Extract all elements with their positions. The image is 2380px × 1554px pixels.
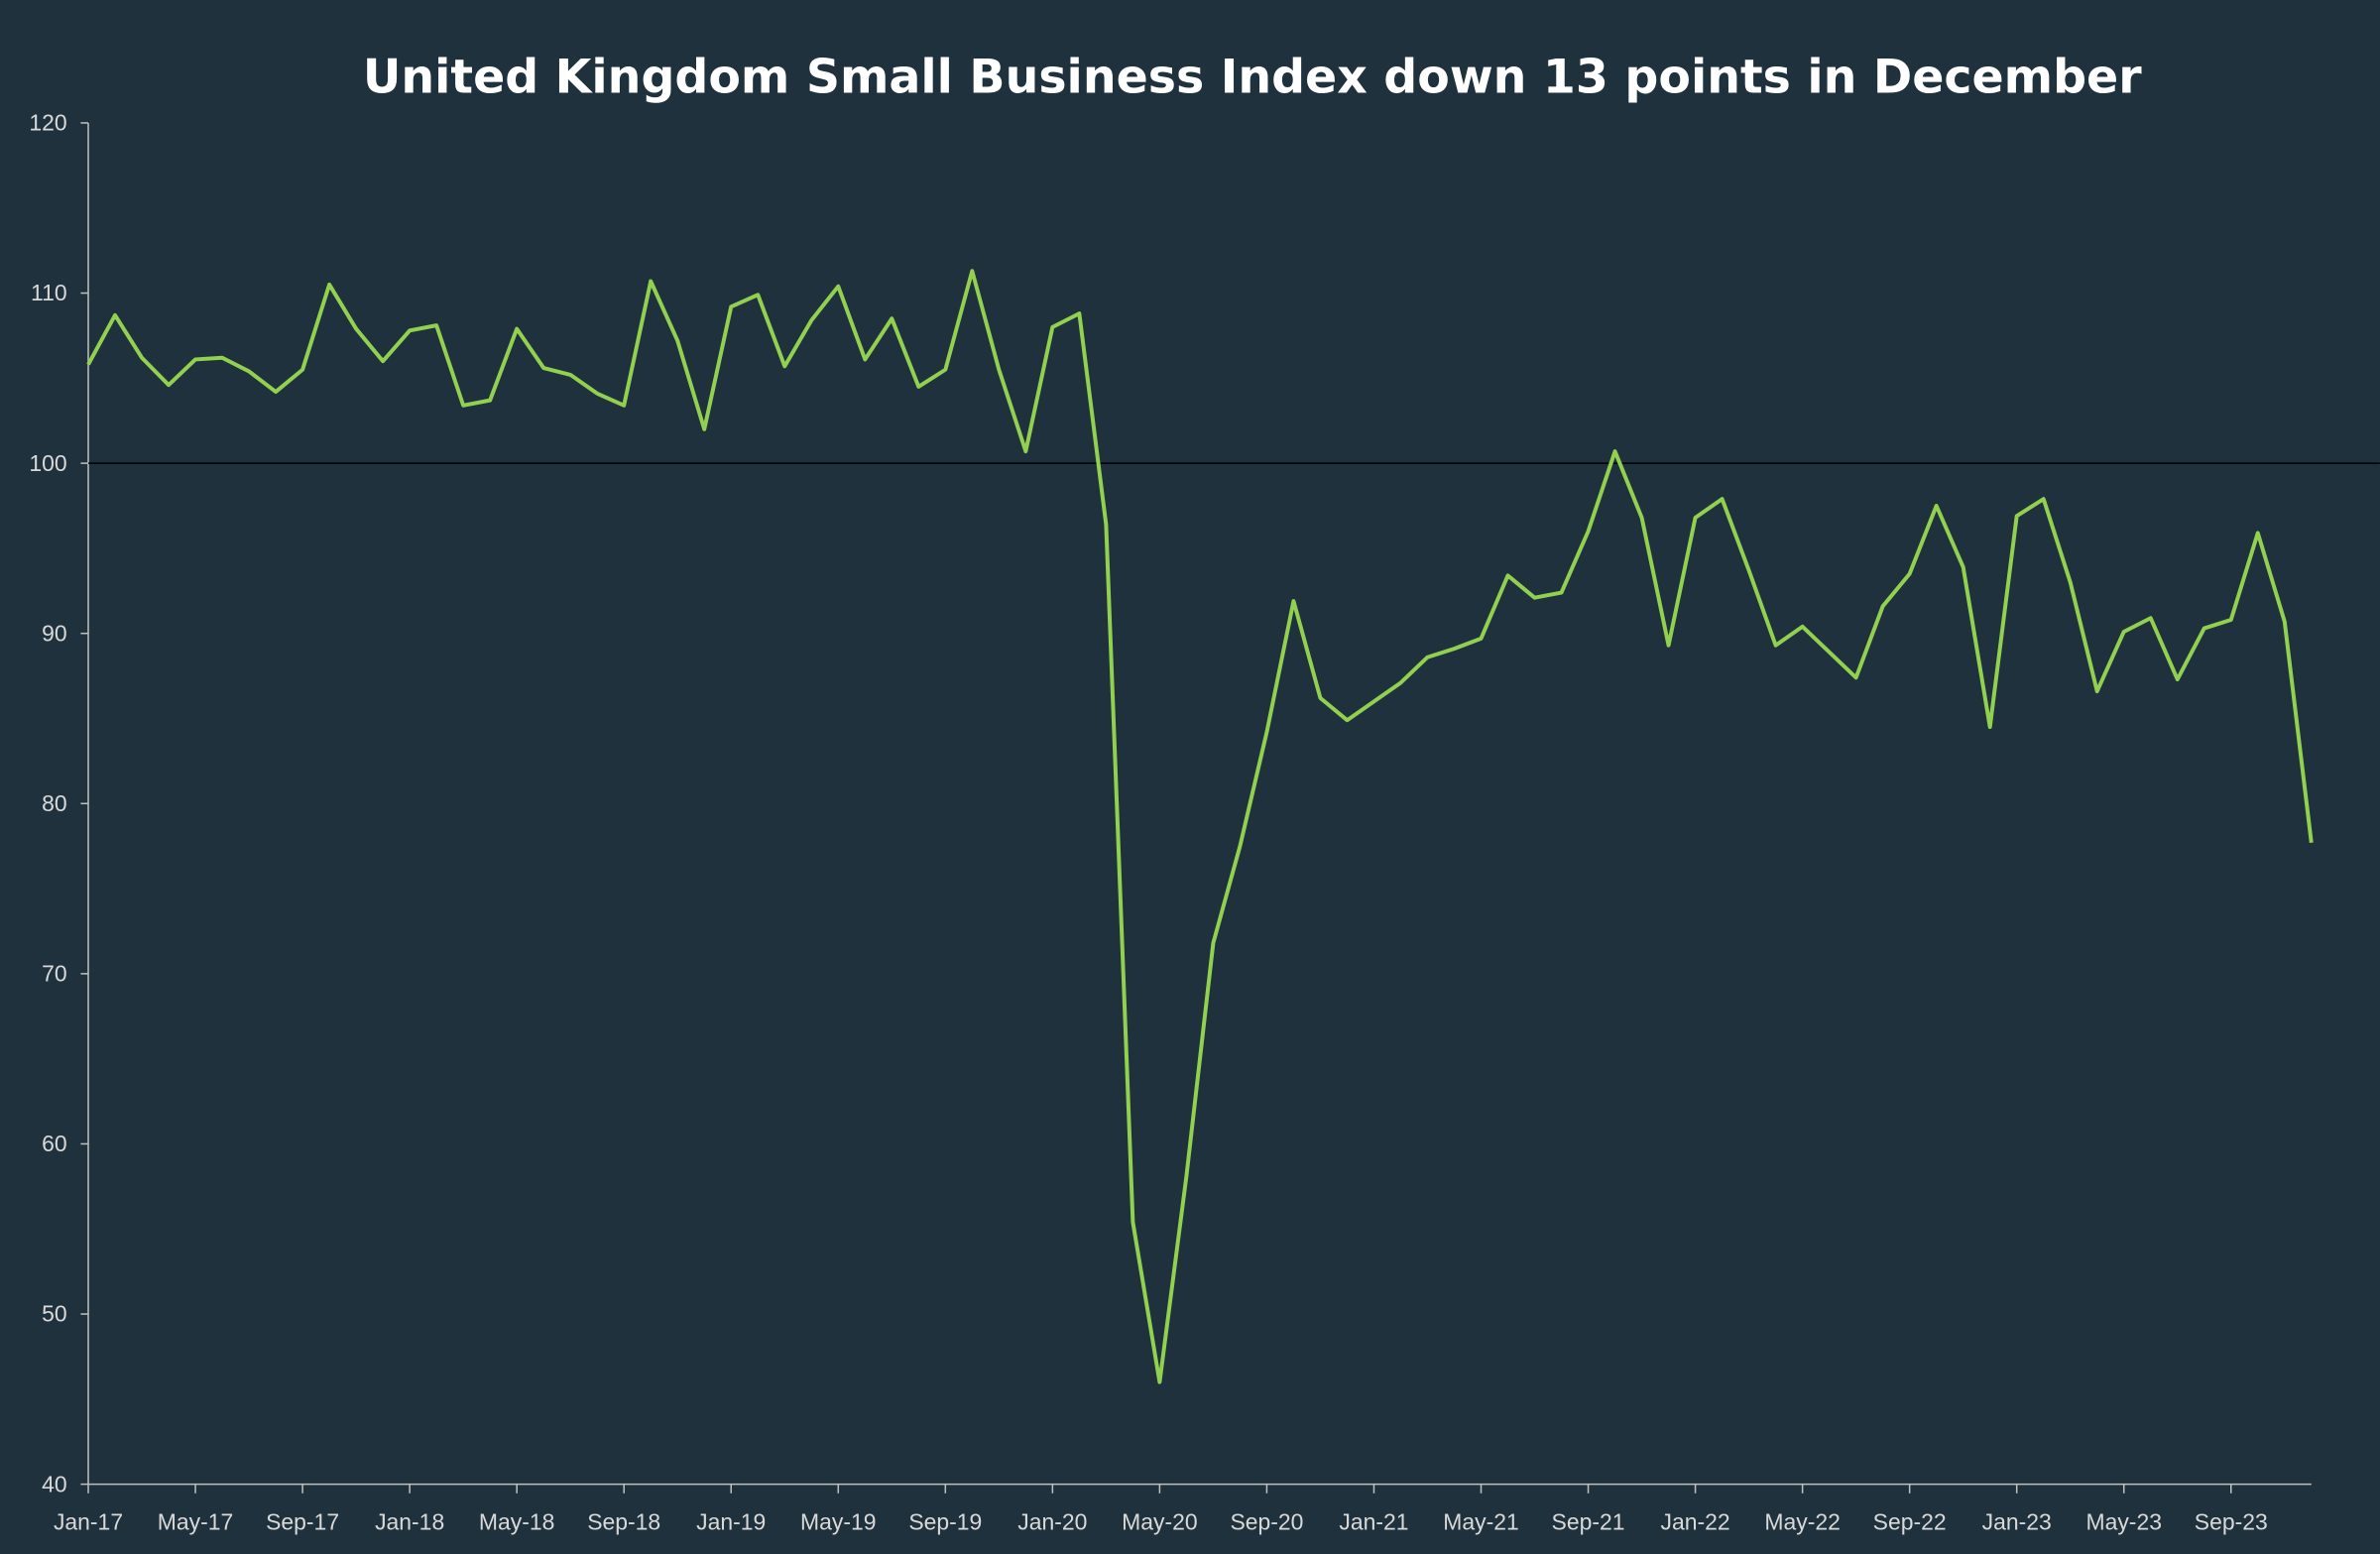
x-tick-label: May-22 xyxy=(1764,1509,1841,1535)
y-tick-label: 80 xyxy=(42,790,67,816)
x-tick-label: Jan-19 xyxy=(696,1509,766,1535)
x-tick-label: Sep-17 xyxy=(266,1509,339,1535)
series-line xyxy=(86,269,2314,1384)
x-tick-label: May-23 xyxy=(2085,1509,2162,1535)
x-tick-label: Sep-20 xyxy=(1230,1509,1303,1535)
y-tick-label: 60 xyxy=(42,1131,67,1156)
chart-title: United Kingdom Small Business Index down… xyxy=(363,50,2142,104)
x-tick-label: May-20 xyxy=(1122,1509,1198,1535)
y-tick-label: 120 xyxy=(29,110,66,136)
y-tick-label: 40 xyxy=(42,1471,67,1496)
y-tick-label: 100 xyxy=(29,450,66,476)
x-tick-label: Sep-22 xyxy=(1873,1509,1947,1535)
series-line-group xyxy=(86,269,2380,1384)
x-tick-label: May-19 xyxy=(800,1509,877,1535)
x-tick-label: Jan-20 xyxy=(1017,1509,1087,1535)
axes: 40 50 60 70 80 90 100 110 120 Jan-17 May-17 Sep-17 J… xyxy=(29,110,2312,1535)
x-tick-label: May-17 xyxy=(158,1509,234,1535)
y-tick-label: 70 xyxy=(42,961,67,987)
x-tick-label: Sep-23 xyxy=(2195,1509,2268,1535)
x-tick-label: May-18 xyxy=(479,1509,555,1535)
x-tick-label: Jan-21 xyxy=(1339,1509,1408,1535)
x-tick-label: Sep-21 xyxy=(1552,1509,1625,1535)
x-tick-label: Jan-22 xyxy=(1661,1509,1730,1535)
x-tick-label: Jan-18 xyxy=(375,1509,444,1535)
y-tick-label: 110 xyxy=(31,280,67,305)
x-tick-label: Sep-18 xyxy=(587,1509,660,1535)
y-tick-label: 90 xyxy=(42,620,67,646)
y-tick-label: 50 xyxy=(42,1301,67,1327)
x-tick-label: Jan-17 xyxy=(54,1509,123,1535)
x-tick-label: Sep-19 xyxy=(908,1509,982,1535)
x-tick-label: May-21 xyxy=(1443,1509,1519,1535)
x-tick-label: Jan-23 xyxy=(1982,1509,2052,1535)
